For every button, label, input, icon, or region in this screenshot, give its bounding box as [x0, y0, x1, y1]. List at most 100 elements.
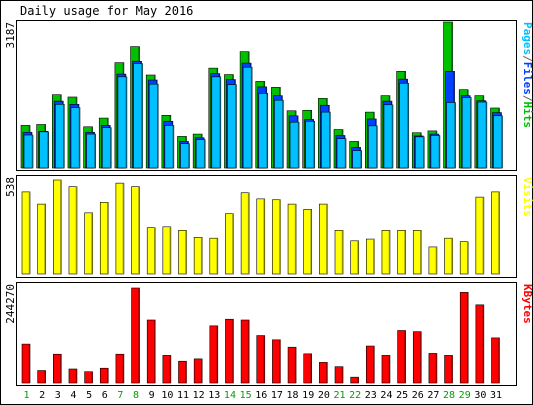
kbytes-bar-shade [75, 369, 77, 383]
day-label: 16 [255, 390, 267, 401]
kbytes-bar-shade [60, 354, 62, 383]
visits-bar-shade [138, 186, 140, 274]
visits-bar-shade [200, 237, 203, 274]
pages-bar-shade [94, 134, 96, 168]
pages-bar-shade [329, 112, 331, 168]
pages-bar [54, 104, 65, 169]
pages-bar [180, 143, 190, 169]
visits-bar [240, 192, 250, 275]
kbytes-bar-shade [357, 377, 359, 383]
usage-bars [20, 21, 503, 169]
legend-usage-item: / [521, 95, 533, 102]
pages-bar-shade [78, 107, 80, 168]
kbytes-bar-shade [404, 330, 406, 383]
day-label: 18 [287, 390, 299, 401]
visits-bar-shade [154, 227, 156, 274]
pages-bar-shade [157, 84, 159, 168]
pages-bar-shade [47, 131, 49, 168]
kbytes-bar-shade [388, 355, 390, 383]
visits-bar-shade [91, 212, 93, 274]
visits-panel: 538 Visits [4, 175, 533, 278]
kbytes-panel-frame [16, 282, 517, 386]
pages-bar [242, 66, 253, 169]
kbytes-bar-shade [216, 325, 218, 383]
visits-bar-shade [185, 230, 187, 274]
pages-bar-shade [423, 136, 425, 168]
pages-bar [430, 135, 441, 169]
visits-bar-shade [169, 226, 171, 274]
day-label: 14 [224, 390, 236, 401]
day-label: 6 [102, 390, 108, 401]
kbytes-bar [350, 376, 359, 384]
day-label: 5 [86, 390, 92, 401]
visits-bar-shade [326, 204, 328, 274]
pages-bar [70, 107, 81, 169]
day-labels: 1 2 3 4 5 6 7 8 9 10 11 12 13 14 15 16 17 18 19 20 21 22 23 24 2… [23, 390, 502, 401]
kbytes-bar [240, 319, 250, 384]
kbytes-bar-shade [122, 354, 124, 383]
kbytes-bar-shade [185, 361, 187, 383]
pages-bar [86, 133, 96, 169]
legend-usage-item: Hits [521, 102, 533, 129]
visits-bar-shade [122, 183, 124, 274]
pages-bar-shade [188, 143, 190, 168]
visits-bars [21, 179, 500, 275]
visits-bar-shade [294, 204, 297, 274]
visits-bar-shade [498, 191, 500, 274]
pages-bar-shade [266, 93, 268, 168]
day-label: 2 [39, 390, 45, 401]
pages-bar [461, 97, 472, 169]
kbytes-bar-shade [294, 347, 297, 383]
pages-bar [117, 76, 128, 169]
kbytes-bar-shade [498, 337, 500, 383]
kbytes-bar-shade [107, 368, 109, 383]
day-label: 10 [161, 390, 173, 401]
kbytes-bars [21, 287, 500, 384]
pages-bar-shade [297, 122, 300, 168]
pages-bar [148, 83, 159, 169]
kbytes-bar-shade [341, 366, 343, 383]
kbytes-bar-shade [373, 346, 375, 383]
pages-bar [101, 127, 112, 169]
pages-bar-shade [31, 135, 33, 168]
visits-bar [287, 203, 297, 275]
pages-bar-shade [376, 125, 378, 168]
visits-bar [444, 237, 453, 275]
pages-bar [164, 125, 175, 169]
visits-bar-shade [435, 246, 437, 274]
pages-bar [493, 115, 503, 169]
visits-bar-shade [232, 213, 234, 274]
visits-bar-shade [107, 202, 109, 274]
kbytes-bar-shade [263, 335, 265, 383]
pages-bar-shade [470, 97, 472, 168]
kbytes-bar [272, 339, 281, 384]
day-label: 1 [23, 390, 29, 401]
kbytes-panel: 244270 KBytes [4, 282, 533, 386]
kbytes-bar [115, 353, 125, 384]
legend-visits-item: Visits [521, 177, 533, 217]
day-label: 25 [396, 390, 408, 401]
pages-bar [321, 111, 331, 169]
visits-bar-shade [216, 238, 218, 274]
pages-bar [227, 84, 237, 169]
pages-bar-shade [235, 84, 237, 168]
kbytes-bar-shade [435, 353, 437, 383]
pages-bar [133, 63, 143, 169]
kbytes-bar [428, 353, 438, 384]
day-label: 13 [208, 390, 220, 401]
pages-bar-shade [219, 76, 221, 168]
visits-bar [272, 199, 281, 275]
kbytes-bar-shade [154, 320, 156, 383]
kbytes-legend: KBytes [521, 284, 533, 324]
pages-bar-shade [501, 115, 503, 168]
kbytes-bar [444, 355, 453, 384]
pages-bar [477, 101, 488, 169]
day-label: 8 [133, 390, 139, 401]
visits-bar-shade [28, 191, 30, 274]
chart-title: Daily usage for May 2016 [20, 4, 193, 18]
pages-bar [211, 76, 222, 169]
kbytes-bar-shade [420, 331, 422, 383]
visits-bar-shade [467, 241, 469, 274]
kbytes-bar-shade [169, 355, 171, 383]
usage-legend: Pages/Files/Hits [521, 22, 533, 128]
